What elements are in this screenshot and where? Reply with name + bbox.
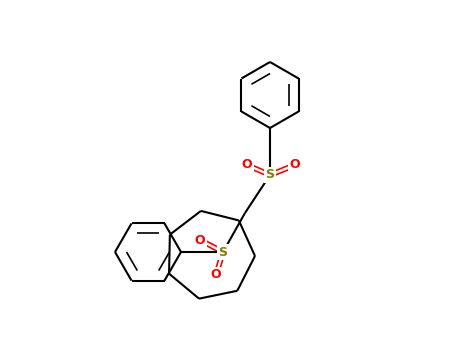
Text: O: O <box>290 159 300 172</box>
Text: S: S <box>266 168 274 182</box>
Text: O: O <box>211 268 221 281</box>
Text: O: O <box>195 233 205 246</box>
Text: S: S <box>218 245 228 259</box>
Text: O: O <box>242 159 253 172</box>
